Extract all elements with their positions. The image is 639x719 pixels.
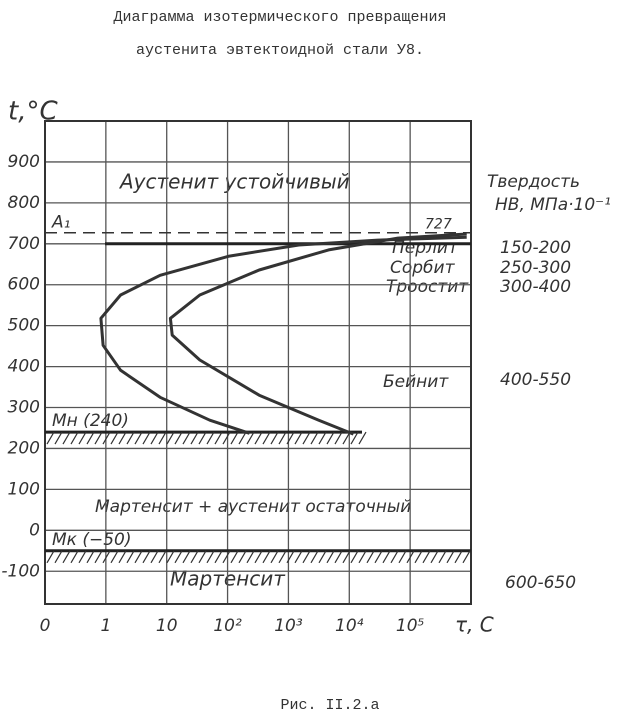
y-tick-label: 300 xyxy=(8,398,40,418)
c-curve xyxy=(99,235,467,435)
hatching xyxy=(46,431,367,445)
hardness-value: 150-200 xyxy=(500,238,571,258)
y-tick-label: 700 xyxy=(8,234,40,254)
region-label: Перлит xyxy=(392,238,459,258)
caption: Рис. II.2.а xyxy=(280,697,379,714)
hatching xyxy=(46,550,471,564)
region-label: Троостит xyxy=(386,277,469,297)
region-label: Сорбит xyxy=(390,258,456,278)
a1-label: A₁ xyxy=(51,213,70,233)
plot-frame xyxy=(44,120,472,605)
x-axis-label: τ, С xyxy=(455,613,494,637)
y-tick-label: 400 xyxy=(8,357,40,377)
y-tick-label: 600 xyxy=(8,275,40,295)
region-label: Бейнит xyxy=(383,372,449,392)
a1-value: 727 xyxy=(425,217,452,233)
hardness-value: 300-400 xyxy=(500,277,571,297)
hardness-value: 250-300 xyxy=(500,258,571,278)
region-label: Аустенит устойчивый xyxy=(118,170,350,194)
hardness-value: 400-550 xyxy=(500,370,571,390)
y-tick-label: 0 xyxy=(29,520,40,540)
x-tick-label: 10⁵ xyxy=(396,616,425,636)
c-curve xyxy=(168,232,467,436)
hardness-title: Твердость xyxy=(487,172,580,192)
y-tick-label: 500 xyxy=(8,316,40,336)
ms-label: Мн (240) xyxy=(52,411,129,431)
title-line: аустенита эвтектоидной стали У8. xyxy=(136,42,424,59)
hardness-value: 600-650 xyxy=(505,573,576,593)
mf-label: Мк (−50) xyxy=(52,530,131,550)
title-line: Диаграмма изотермического превращения xyxy=(113,9,446,26)
x-tick-label: 10² xyxy=(213,616,242,636)
region-label: Мартенсит + аустенит остаточный xyxy=(95,497,411,517)
y-tick-label: 800 xyxy=(8,193,40,213)
x-tick-label: 10⁴ xyxy=(335,616,364,636)
y-tick-label: -100 xyxy=(1,561,40,581)
hardness-unit: НВ, МПа·10⁻¹ xyxy=(495,195,611,215)
y-tick-label: 200 xyxy=(8,438,40,458)
x-tick-label: 10³ xyxy=(274,616,303,636)
x-tick-label: 1 xyxy=(100,616,111,636)
y-tick-label: 100 xyxy=(8,479,40,499)
x-start-label: 0 xyxy=(40,616,51,636)
y-tick-label: 900 xyxy=(8,152,40,172)
x-tick-label: 10 xyxy=(156,616,178,636)
